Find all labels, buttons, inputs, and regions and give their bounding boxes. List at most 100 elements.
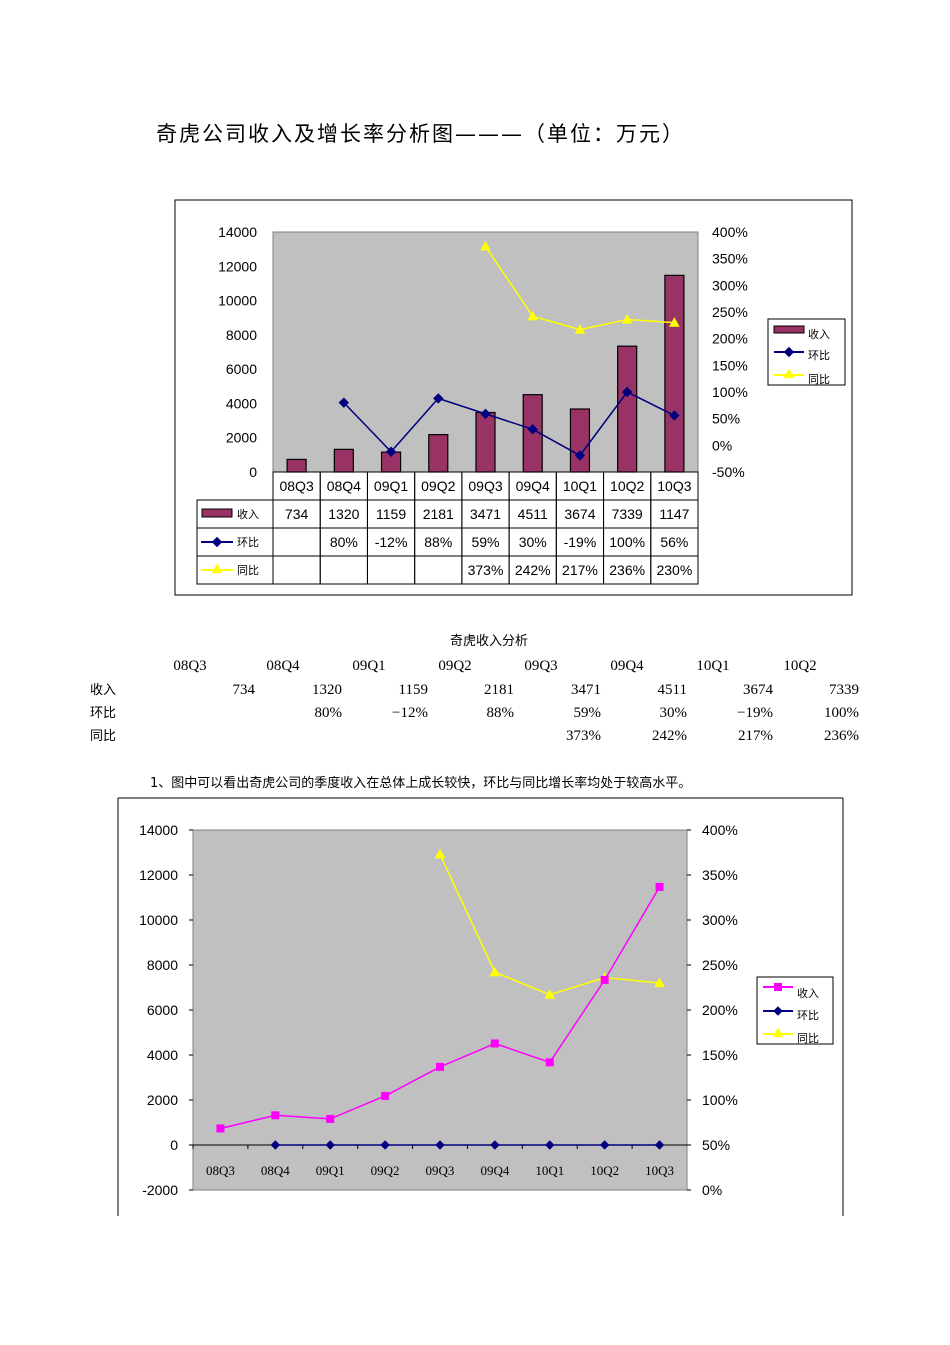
revenue-point [436, 1062, 444, 1071]
right-axis-tick-label: -50% [712, 464, 745, 480]
revenue-point [600, 975, 609, 984]
table-cell-value: 230% [656, 562, 692, 578]
yoy-point [669, 317, 680, 327]
row-value: 30% [660, 705, 688, 721]
qoq-point [654, 1140, 665, 1150]
x-axis-tick-label: 09Q4 [480, 1163, 509, 1178]
table-cell-value: 217% [562, 562, 598, 578]
legend-key-yoy-marker [783, 368, 795, 379]
qoq-point [480, 408, 491, 420]
right-axis-tick-label: 200% [712, 331, 748, 347]
row-label: 同比 [90, 728, 116, 743]
qoq-point [380, 1140, 390, 1150]
left-axis-tick-label: 8000 [147, 957, 178, 973]
row-value: 242% [652, 728, 687, 744]
left-axis-tick-label: 6000 [226, 361, 257, 377]
row-value: 7339 [829, 682, 859, 698]
table-cell-value: -19% [564, 534, 597, 550]
qoq-point [435, 1140, 445, 1150]
table-row-label: 环比 [237, 536, 259, 549]
legend-label-yoy: 同比 [808, 373, 830, 386]
bar-revenue [617, 345, 638, 473]
table-row-label: 收入 [237, 507, 259, 521]
table-header-label: 10Q1 [563, 478, 597, 494]
qoq-line [343, 391, 675, 457]
x-axis-tick-label: 08Q4 [261, 1163, 290, 1178]
x-axis-tick-label: 08Q3 [206, 1163, 235, 1178]
yoy-point [654, 977, 665, 988]
qoq-point [621, 386, 633, 398]
row-value: 80% [315, 705, 343, 721]
row-value: 4511 [658, 682, 687, 698]
quarter-header: 08Q3 [173, 658, 206, 674]
quarter-header: 09Q4 [610, 658, 644, 674]
x-axis-tick-label: 10Q1 [535, 1163, 564, 1178]
legend-label-revenue: 收入 [808, 327, 830, 341]
right-axis-tick-label: 250% [712, 304, 748, 320]
revenue-point [545, 1058, 554, 1067]
table-row-label: 同比 [237, 564, 259, 577]
table-cell-value: 1320 [328, 506, 359, 522]
legend-label-yoy: 同比 [797, 1032, 819, 1045]
yoy-point [434, 848, 446, 859]
right-axis-tick-label: 300% [702, 912, 738, 928]
table-cell-value: 7339 [612, 506, 643, 522]
legend-key-revenue-marker [774, 983, 782, 991]
qoq-point [385, 446, 397, 457]
bar-revenue [333, 448, 354, 473]
table-header-label: 09Q2 [421, 478, 455, 494]
revenue-point [271, 1111, 280, 1120]
legend-key-revenue [773, 325, 805, 334]
row-value: −12% [392, 705, 428, 721]
row-value: 217% [738, 728, 773, 744]
qoq-point [669, 410, 680, 421]
revenue-point [381, 1091, 390, 1100]
right-axis-tick-label: 350% [712, 251, 748, 267]
revenue-point [216, 1124, 225, 1133]
revenue-growth-line-chart: -2000 0 2000 4000 6000 8000 10000 12000 14000 0% 5… [117, 797, 844, 1216]
left-axis-tick-label: 10000 [218, 293, 257, 309]
quarter-header: 09Q3 [524, 658, 557, 674]
table-cell-value: 30% [519, 534, 547, 550]
table-header-label: 08Q3 [279, 478, 313, 494]
right-axis-tick-label: 200% [702, 1002, 738, 1018]
left-axis-tick-label: 12000 [139, 867, 178, 883]
row-value: 1320 [312, 682, 342, 698]
table-cell-value: 3471 [470, 506, 501, 522]
bar-revenue [428, 434, 449, 473]
x-axis-tick-label: 10Q2 [590, 1163, 619, 1178]
yoy-point [480, 240, 491, 251]
bar-revenue [475, 411, 496, 473]
table-cell-value: 88% [424, 534, 452, 550]
table-header-label: 09Q3 [468, 478, 502, 494]
table-header-label: 10Q2 [610, 478, 644, 494]
row-value: 100% [824, 705, 859, 721]
revenue-growth-bar-chart: 0 2000 4000 6000 8000 10000 12000 14000 -50% 0% 50… [174, 199, 853, 596]
bar-revenue [569, 408, 591, 473]
right-axis-tick-label: 400% [702, 822, 738, 838]
legend-key-revenue [201, 508, 233, 518]
right-axis-tick-label: 50% [712, 411, 740, 427]
yoy-point [621, 313, 633, 324]
legend-label-revenue: 收入 [797, 986, 819, 1000]
qoq-point [338, 397, 350, 408]
table-cell-value: 373% [468, 562, 504, 578]
bar-revenue [664, 274, 685, 473]
right-axis-tick-label: 150% [702, 1047, 738, 1063]
right-axis-tick-label: 0% [712, 437, 732, 453]
quarter-header: 10Q2 [783, 658, 816, 674]
table-cell-value: 734 [285, 506, 309, 522]
quarter-header: 10Q1 [696, 658, 729, 674]
table-cell-value: 1159 [376, 506, 406, 522]
table-header-label: 08Q4 [327, 478, 361, 494]
right-axis-tick-label: 400% [712, 224, 748, 240]
table-cell-value: -12% [375, 534, 408, 550]
left-axis-tick-label: 4000 [226, 395, 257, 411]
row-value: 2181 [484, 682, 514, 698]
yoy-point [544, 989, 556, 999]
table-cell-value: 242% [515, 562, 551, 578]
right-axis-tick-label: 100% [712, 384, 748, 400]
qoq-point [574, 450, 586, 461]
row-value: 59% [574, 705, 602, 721]
yoy-point [574, 324, 586, 334]
